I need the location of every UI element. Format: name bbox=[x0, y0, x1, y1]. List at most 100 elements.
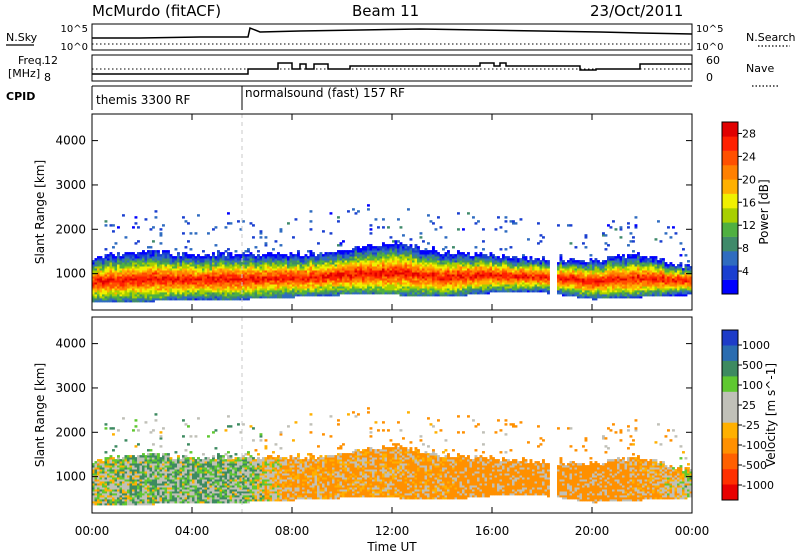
power-cell bbox=[244, 262, 248, 265]
power-cell bbox=[237, 296, 240, 299]
power-cell bbox=[102, 286, 105, 289]
power-cell bbox=[184, 288, 188, 291]
power-cell bbox=[319, 268, 323, 271]
power-cell bbox=[589, 274, 593, 277]
power-cell bbox=[389, 272, 393, 275]
power-cell bbox=[357, 266, 360, 269]
power-cell bbox=[109, 274, 113, 277]
power-cell bbox=[212, 290, 215, 293]
power-cell bbox=[472, 288, 475, 291]
power-cell bbox=[439, 272, 443, 275]
power-cell bbox=[392, 280, 395, 283]
power-cell bbox=[347, 274, 350, 277]
power-cell bbox=[594, 292, 598, 295]
power-cell bbox=[359, 290, 363, 293]
power-cell bbox=[272, 248, 275, 251]
power-cell bbox=[389, 268, 393, 271]
power-cell bbox=[252, 280, 255, 283]
power-cell bbox=[637, 258, 640, 261]
power-cell bbox=[292, 288, 295, 291]
power-cell bbox=[579, 280, 583, 283]
power-cell bbox=[317, 262, 320, 265]
power-cell bbox=[127, 262, 130, 265]
power-cell bbox=[632, 236, 635, 239]
power-cell bbox=[192, 288, 195, 291]
power-cell bbox=[127, 278, 130, 281]
power-cell bbox=[267, 294, 270, 297]
power-cell bbox=[364, 254, 368, 257]
power-cell bbox=[137, 296, 140, 299]
power-cell bbox=[514, 280, 518, 283]
power-cell bbox=[359, 252, 363, 255]
power-cell bbox=[132, 298, 135, 301]
power-cell bbox=[119, 260, 123, 263]
power-cell bbox=[477, 284, 480, 287]
power-cell bbox=[479, 292, 483, 295]
power-cell bbox=[494, 264, 498, 267]
power-cell bbox=[584, 276, 588, 279]
power-cell bbox=[497, 286, 500, 289]
power-cell bbox=[587, 262, 590, 265]
power-cell bbox=[409, 282, 413, 285]
power-cell bbox=[164, 282, 168, 285]
power-cell bbox=[547, 278, 550, 281]
power-cell bbox=[172, 296, 175, 299]
power-cell bbox=[109, 294, 113, 297]
power-cell bbox=[382, 266, 385, 269]
power-cell bbox=[204, 276, 208, 279]
power-cell bbox=[209, 276, 213, 279]
power-cell bbox=[124, 270, 128, 273]
power-cell bbox=[409, 264, 413, 267]
power-cell bbox=[99, 258, 103, 261]
power-cell bbox=[572, 288, 575, 291]
power-cell bbox=[257, 250, 260, 253]
power-cell bbox=[404, 270, 408, 273]
power-cell bbox=[232, 272, 235, 275]
power-cell bbox=[392, 290, 395, 293]
power-cell bbox=[619, 226, 623, 229]
power-cell bbox=[522, 270, 525, 273]
power-cell bbox=[132, 278, 135, 281]
power-cell bbox=[517, 258, 520, 261]
power-cell bbox=[599, 286, 603, 289]
power-cell bbox=[359, 284, 363, 287]
power-cell bbox=[559, 258, 563, 261]
power-cell bbox=[104, 296, 108, 299]
power-cell bbox=[349, 288, 353, 291]
power-cell bbox=[224, 272, 228, 275]
power-cell bbox=[369, 290, 373, 293]
power-cell bbox=[249, 274, 253, 277]
power-cell bbox=[409, 262, 413, 265]
power-cell bbox=[259, 262, 263, 265]
power-cell bbox=[422, 280, 425, 283]
power-cell bbox=[572, 258, 575, 261]
power-cell bbox=[442, 262, 445, 265]
power-cell bbox=[107, 276, 110, 279]
power-cell bbox=[149, 290, 153, 293]
power-cell bbox=[297, 278, 300, 281]
power-cell bbox=[324, 294, 328, 297]
power-cell bbox=[637, 284, 640, 287]
power-cell bbox=[167, 270, 170, 273]
power-cell bbox=[327, 270, 330, 273]
power-cell bbox=[159, 294, 163, 297]
power-cell bbox=[362, 282, 365, 285]
power-cell bbox=[317, 254, 320, 257]
power-cell bbox=[629, 286, 633, 289]
power-cell bbox=[507, 288, 510, 291]
power-cell bbox=[542, 274, 545, 277]
power-cell bbox=[172, 288, 175, 291]
power-cell bbox=[589, 282, 593, 285]
power-cell bbox=[214, 270, 218, 273]
power-cell bbox=[624, 266, 628, 269]
power-cell bbox=[582, 288, 585, 291]
power-cell bbox=[417, 248, 420, 251]
power-cell bbox=[152, 266, 155, 269]
power-cell bbox=[172, 292, 175, 295]
power-cell bbox=[242, 260, 245, 263]
power-cell bbox=[154, 272, 158, 275]
power-cell bbox=[367, 248, 370, 251]
power-cell bbox=[397, 264, 400, 267]
power-cell bbox=[99, 276, 103, 279]
power-cell bbox=[337, 280, 340, 283]
